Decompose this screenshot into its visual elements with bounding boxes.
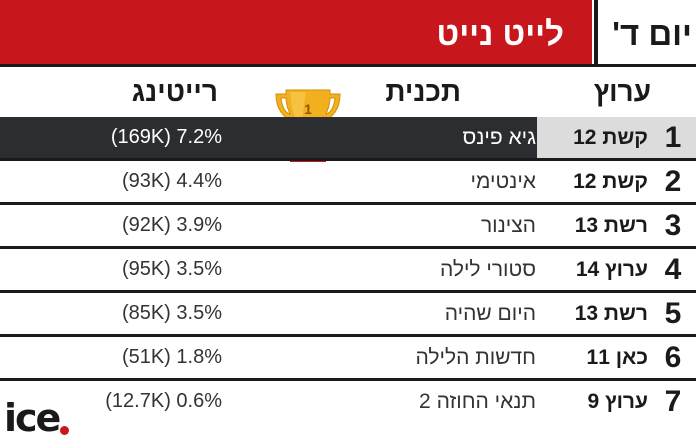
- row-highlight-channel: [537, 117, 696, 158]
- column-header-rating: רייטינג: [131, 76, 218, 107]
- page-title: לייט נייט: [436, 15, 564, 52]
- channel-name: כאן 11: [586, 346, 648, 369]
- table-row: 1 קשת 12 גיא פינס (169K) 7.2%: [0, 117, 696, 161]
- table-row: 5 רשת 13 היום שהיה (85K) 3.5%: [0, 293, 696, 337]
- channel-name: ערוץ 9: [587, 390, 648, 413]
- program-name: היום שהיה: [444, 302, 536, 325]
- program-name: אינטימי: [470, 170, 536, 193]
- column-header-program: תכנית: [385, 76, 461, 107]
- rating-value: (12.7K) 0.6%: [105, 390, 222, 412]
- rank-number: 6: [664, 341, 682, 374]
- program-name: חדשות הלילה: [415, 346, 537, 369]
- program-name: גיא פינס: [462, 126, 536, 149]
- channel-name: קשת 12: [573, 170, 648, 193]
- table-row: 4 ערוץ 14 סטורי לילה (95K) 3.5%: [0, 249, 696, 293]
- channel-name: קשת 12: [573, 126, 648, 149]
- rating-value: (93K) 4.4%: [121, 170, 222, 192]
- rating-value: (169K) 7.2%: [110, 126, 222, 148]
- table-row: 7 ערוץ 9 תנאי החוזה 2 (12.7K) 0.6%: [0, 381, 696, 425]
- channel-name: רשת 13: [574, 214, 648, 237]
- rank-number: 2: [664, 165, 682, 198]
- rank-number: 3: [664, 209, 682, 242]
- ice-logo: ice: [4, 396, 70, 440]
- title-banner: [0, 0, 592, 67]
- program-name: תנאי החוזה 2: [419, 390, 536, 413]
- day-box: יום ד': [594, 0, 696, 67]
- rank-number: 7: [664, 385, 682, 418]
- trophy-rank: 1: [304, 101, 312, 117]
- table-row: 2 קשת 12 אינטימי (93K) 4.4%: [0, 161, 696, 205]
- program-name: סטורי לילה: [439, 258, 536, 281]
- table-row: 6 כאן 11 חדשות הלילה (51K) 1.8%: [0, 337, 696, 381]
- logo-dot: [60, 426, 69, 435]
- table-row: 3 רשת 13 הצינור (92K) 3.9%: [0, 205, 696, 249]
- rating-value: (85K) 3.5%: [121, 302, 222, 324]
- column-header-channel: ערוץ: [593, 76, 651, 107]
- channel-name: ערוץ 14: [575, 258, 648, 281]
- row-highlight: [0, 117, 537, 158]
- rank-number: 4: [664, 253, 682, 286]
- program-name: הצינור: [480, 214, 536, 237]
- channel-name: רשת 13: [574, 302, 648, 325]
- rating-value: (51K) 1.8%: [121, 346, 222, 368]
- ratings-table: 1 קשת 12 גיא פינס (169K) 7.2% 2 קשת 12 א…: [0, 117, 696, 425]
- rating-value: (95K) 3.5%: [121, 258, 222, 280]
- rating-value: (92K) 3.9%: [121, 214, 222, 236]
- day-label: יום ד': [612, 15, 692, 52]
- logo-text: ice: [4, 396, 61, 440]
- header-rule: [0, 64, 696, 67]
- rank-number: 5: [664, 297, 682, 330]
- header-band: לייט נייט יום ד': [0, 0, 696, 67]
- rank-number: 1: [664, 121, 682, 154]
